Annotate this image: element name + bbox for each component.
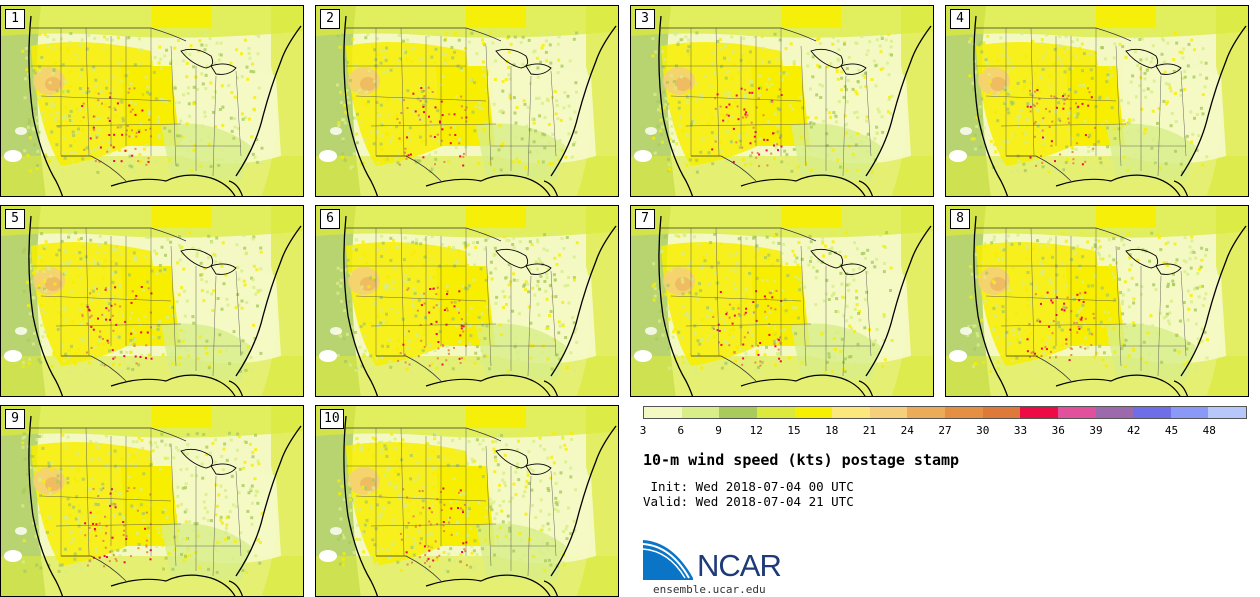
member-label: 7 (635, 209, 655, 229)
colorbar-tick-label: 33 (1013, 424, 1028, 437)
colorbar-segment (1208, 407, 1246, 418)
member-label: 2 (320, 9, 340, 29)
colorbar-segment (644, 407, 682, 418)
colorbar-tick-label: 27 (938, 424, 952, 437)
ensemble-member-map: 8 (945, 205, 1249, 397)
colorbar-tick-label: 21 (862, 424, 877, 437)
colorbar-tick-label: 9 (715, 424, 722, 437)
colorbar-segment (719, 407, 757, 418)
colorbar-segment (982, 407, 1021, 418)
colorbar-tick-label: 30 (976, 424, 990, 437)
colorbar-segment (1020, 407, 1058, 418)
wind-speed-map-icon (316, 6, 618, 196)
ensemble-member-map: 4 (945, 5, 1249, 197)
wind-speed-map-icon (631, 6, 933, 196)
member-label: 9 (5, 409, 25, 429)
member-label: 1 (5, 9, 25, 29)
figure-title: 10-m wind speed (kts) postage stamp (643, 451, 960, 469)
ensemble-member-map: 5 (0, 205, 304, 397)
colorbar-tick-label: 42 (1127, 424, 1141, 437)
colorbar-segment (832, 407, 870, 418)
ensemble-member-map: 7 (630, 205, 934, 397)
wind-speed-map-icon (316, 206, 618, 396)
colorbar-tick-label: 36 (1051, 424, 1065, 437)
member-label: 10 (320, 409, 344, 429)
wind-speed-map-icon (946, 6, 1248, 196)
website-text: ensemble.ucar.edu (653, 583, 766, 596)
ensemble-member-map: 10 (315, 405, 619, 597)
wind-speed-map-icon (946, 206, 1248, 396)
colorbar-segment (1170, 407, 1209, 418)
wind-speed-map-icon (316, 406, 618, 596)
colorbar-tick-label: 24 (900, 424, 914, 437)
colorbar-segment (794, 407, 833, 418)
member-label: 6 (320, 209, 340, 229)
colorbar-segment (869, 407, 908, 418)
wind-speed-map-icon (1, 6, 303, 196)
member-label: 3 (635, 9, 655, 29)
colorbar-tick-label: 12 (749, 424, 763, 437)
colorbar-segment (1095, 407, 1134, 418)
wind-speed-map-icon (1, 406, 303, 596)
colorbar-tick-label: 18 (825, 424, 839, 437)
member-label: 5 (5, 209, 25, 229)
colorbar-segment (1057, 407, 1096, 418)
ncar-logo-text: NCAR (697, 548, 782, 583)
ensemble-member-map: 9 (0, 405, 304, 597)
wind-speed-map-icon (631, 206, 933, 396)
member-label: 8 (950, 209, 970, 229)
colorbar-segment (756, 407, 795, 418)
colorbar-tick-label: 15 (787, 424, 801, 437)
valid-time: Valid: Wed 2018-07-04 21 UTC (643, 494, 854, 509)
init-time: Init: Wed 2018-07-04 00 UTC (643, 479, 854, 494)
colorbar-tick-label: 48 (1202, 424, 1216, 437)
colorbar-tick-label: 3 (639, 424, 647, 437)
ensemble-member-map: 3 (630, 5, 934, 197)
ensemble-member-map: 2 (315, 5, 619, 197)
colorbar-segment (1133, 407, 1171, 418)
colorbar-segment (945, 407, 983, 418)
ncar-logo-icon (643, 540, 693, 580)
colorbar (643, 406, 1247, 419)
colorbar-segment (681, 407, 720, 418)
ensemble-member-map: 6 (315, 205, 619, 397)
wind-speed-map-icon (1, 206, 303, 396)
colorbar-segment (907, 407, 945, 418)
colorbar-ticks: 3 6 9 12 15 18 21 24 27 30 33 36 39 42 45 48 (639, 424, 1247, 440)
colorbar-tick-label: 45 (1164, 424, 1179, 437)
colorbar-tick-label: 6 (677, 424, 685, 437)
colorbar-tick-label: 39 (1089, 424, 1103, 437)
member-label: 4 (950, 9, 970, 29)
ensemble-member-map: 1 (0, 5, 304, 197)
